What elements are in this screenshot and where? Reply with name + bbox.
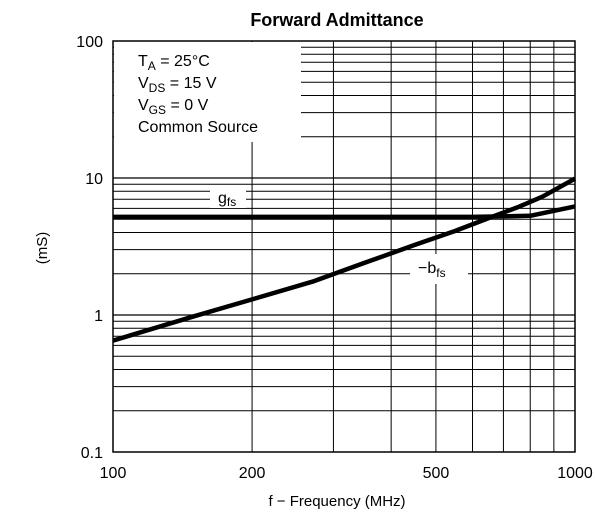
- gfs-series-label: gfs: [218, 190, 236, 209]
- series-line-gfs: [113, 204, 576, 220]
- gfs-label-background: [210, 186, 246, 208]
- condition-vds: VDS = 15 V: [138, 75, 217, 95]
- y-tick-label: 1: [94, 308, 103, 325]
- x-axis-label: f − Frequency (MHz): [268, 493, 405, 510]
- bfs-series-label: −bfs: [418, 260, 446, 280]
- x-tick-label: 200: [239, 465, 266, 482]
- condition-vgs: VGS = 0 V: [138, 97, 209, 117]
- condition-common-source: Common Source: [138, 119, 258, 136]
- conditions-box: [114, 42, 301, 142]
- plot-frame: [112, 40, 576, 453]
- series-line-bfs: [112, 176, 577, 343]
- tick-labels: 100 200 500 1000 0.1 1 10 100: [76, 34, 593, 482]
- condition-ta: TA = 25°C: [138, 53, 210, 73]
- y-tick-label: 100: [76, 34, 103, 51]
- y-tick-label: 0.1: [81, 445, 103, 462]
- grid-lines: [113, 41, 575, 452]
- y-tick-label: 10: [85, 171, 103, 188]
- y-axis-label: (mS): [34, 232, 51, 265]
- test-conditions: TA = 25°C VDS = 15 V VGS = 0 V Common So…: [138, 53, 258, 136]
- x-tick-label: 500: [423, 465, 450, 482]
- bfs-label-background: [410, 254, 468, 284]
- x-tick-label: 100: [100, 465, 127, 482]
- x-tick-label: 1000: [557, 465, 593, 482]
- series-layer: [112, 176, 577, 343]
- chart-title: Forward Admittance: [250, 10, 423, 30]
